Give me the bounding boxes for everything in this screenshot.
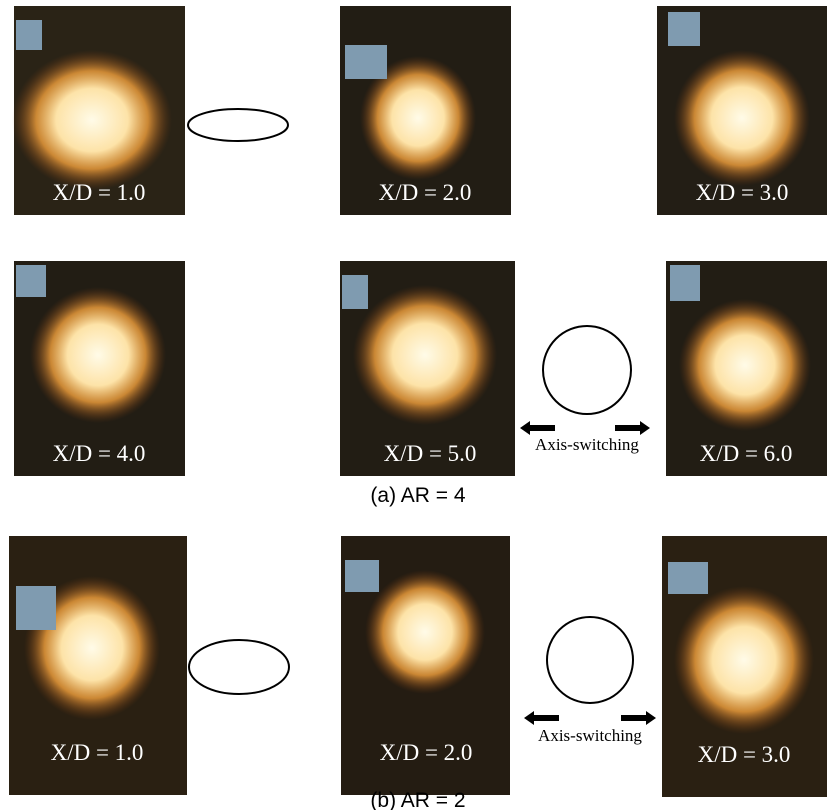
photo-label: X/D = 6.0 <box>700 441 793 466</box>
photo: X/D = 3.0 <box>662 536 827 797</box>
photo-label: X/D = 2.0 <box>380 740 473 765</box>
caption: (b) AR = 2 <box>370 789 465 810</box>
photo-label: X/D = 5.0 <box>384 441 477 466</box>
photo: X/D = 4.0 <box>14 261 185 476</box>
arrow-left <box>520 421 555 435</box>
photo-label: X/D = 1.0 <box>51 740 144 765</box>
photo-label: X/D = 3.0 <box>698 742 791 767</box>
arrow-right <box>615 421 650 435</box>
figure: X/D = 1.0 X/D = 2.0 X/D = 3.0 X/D = 4.0 … <box>0 0 827 810</box>
circle-shape <box>543 326 631 414</box>
photo-label: X/D = 4.0 <box>53 441 146 466</box>
annotation: Axis-switching <box>535 435 639 454</box>
photo: X/D = 5.0 <box>340 261 515 476</box>
photo: X/D = 3.0 <box>657 6 827 215</box>
photo-label: X/D = 1.0 <box>53 180 146 205</box>
ellipse-shape <box>188 109 288 141</box>
photo: X/D = 1.0 <box>12 6 185 215</box>
photo-label: X/D = 2.0 <box>379 180 472 205</box>
photo: X/D = 2.0 <box>341 536 510 795</box>
photo: X/D = 1.0 <box>9 536 187 795</box>
caption: (a) AR = 4 <box>370 484 465 507</box>
photo-label: X/D = 3.0 <box>696 180 789 205</box>
photo: X/D = 2.0 <box>340 6 511 215</box>
annotation: Axis-switching <box>538 726 642 745</box>
ellipse-shape <box>189 640 289 694</box>
photo: X/D = 6.0 <box>666 261 827 476</box>
circle-shape <box>547 617 633 703</box>
arrow-right <box>621 711 656 725</box>
arrow-left <box>524 711 559 725</box>
